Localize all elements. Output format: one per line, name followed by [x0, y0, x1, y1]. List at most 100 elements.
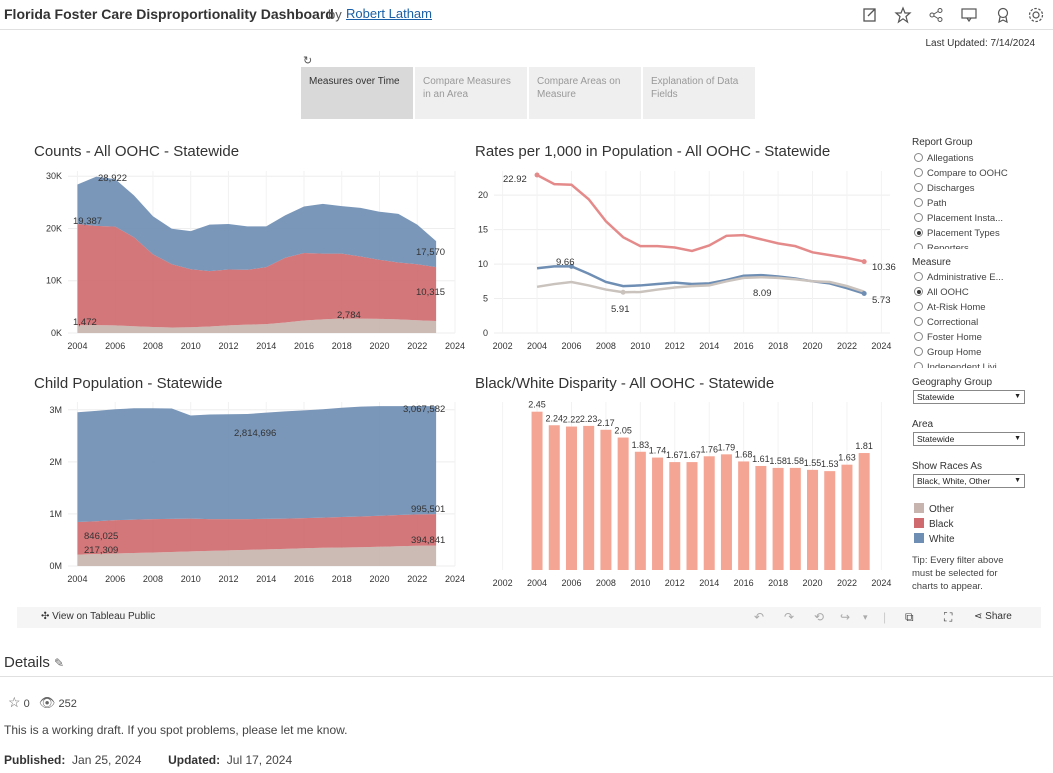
disparity-bar [772, 467, 784, 570]
share-label: Share [985, 611, 1012, 622]
by-label: by [328, 7, 342, 22]
disparity-value-label: 1.67 [683, 450, 701, 460]
show-races-select[interactable]: Black, White, Other ▼ [913, 474, 1025, 488]
report-group-radio-6[interactable]: Reporters [914, 242, 969, 249]
disparity-x-tick: 2016 [734, 578, 754, 588]
view-on-tableau-public-link[interactable]: ✣ View on Tableau Public [41, 611, 155, 622]
measure-radio-2[interactable]: At-Risk Home [914, 301, 986, 314]
report-group-radio-label: Allegations [927, 153, 974, 164]
legend-item-white[interactable]: White [914, 533, 955, 545]
population-area-black [77, 514, 437, 555]
fullscreen-icon[interactable]: ⛶ [944, 610, 953, 624]
report-group-radio-label: Discharges [927, 183, 975, 194]
counts-y-tick: 20K [46, 223, 62, 233]
report-group-radio-4[interactable]: Placement Insta... [914, 212, 1003, 225]
badge-icon[interactable] [994, 6, 1012, 24]
area-label: Area [912, 419, 934, 430]
disparity-x-tick: 2002 [493, 578, 513, 588]
report-group-radio-label: Compare to OOHC [927, 168, 1008, 179]
radio-circle [914, 228, 923, 237]
tab-compare-measures[interactable]: Compare Measures in an Area [415, 67, 527, 119]
updated-label: Updated: [168, 753, 221, 767]
comment-icon[interactable] [960, 6, 978, 24]
updated-date: Jul 17, 2024 [226, 753, 293, 767]
measure-radio-3[interactable]: Correctional [914, 316, 978, 329]
tab-explanation[interactable]: Explanation of Data Fields [643, 67, 755, 119]
share-icon: ⋖ [974, 611, 986, 622]
report-group-radio-label: Placement Insta... [927, 213, 1004, 224]
author-link[interactable]: Robert Latham [346, 6, 432, 21]
report-group-radio-0[interactable]: Allegations [914, 152, 973, 165]
present-icon[interactable]: ⧉ [905, 610, 914, 624]
rates-x-tick: 2016 [734, 341, 754, 351]
disparity-value-label: 2.22 [563, 415, 581, 425]
disparity-bar [807, 469, 819, 570]
tab-compare-areas[interactable]: Compare Areas on Measure [529, 67, 641, 119]
share-button[interactable]: ⋖ Share [974, 611, 1012, 622]
counts-data-label: 10,315 [416, 287, 445, 298]
area-select[interactable]: Statewide ▼ [913, 432, 1025, 446]
refresh-data-icon[interactable]: ↪ [840, 610, 851, 624]
legend-item-other[interactable]: Other [914, 503, 954, 515]
disparity-bar [600, 429, 612, 570]
favorite-star-icon[interactable]: ☆ [8, 694, 21, 710]
share-icon[interactable] [927, 6, 945, 24]
radio-circle [914, 153, 923, 162]
rates-y-tick: 0 [483, 328, 488, 338]
settings-icon[interactable] [1027, 6, 1045, 24]
disparity-value-label: 1.63 [838, 453, 856, 463]
rates-point [861, 259, 867, 265]
chevron-down-icon: ▼ [1014, 477, 1021, 484]
counts-x-tick: 2016 [294, 341, 314, 351]
legend-item-black[interactable]: Black [914, 518, 953, 530]
radio-circle [914, 302, 923, 311]
rates-x-tick: 2020 [803, 341, 823, 351]
report-group-radio-2[interactable]: Discharges [914, 182, 975, 195]
geography-group-label: Geography Group [912, 377, 993, 388]
edit-icon[interactable] [861, 6, 879, 24]
rates-x-tick: 2022 [837, 341, 857, 351]
undo-icon[interactable]: ↶ [754, 610, 765, 624]
rates-line-white [536, 265, 865, 295]
population-x-tick: 2016 [294, 574, 314, 584]
disparity-x-tick: 2024 [871, 578, 891, 588]
disparity-x-tick: 2018 [768, 578, 788, 588]
rates-y-tick: 10 [478, 259, 488, 269]
measure-radio-5[interactable]: Group Home [914, 346, 981, 359]
details-divider [0, 676, 1053, 677]
report-group-radio-5[interactable]: Placement Types [914, 227, 1000, 240]
measure-radio-6[interactable]: Independent Livi... [914, 361, 1005, 368]
counts-x-tick: 2024 [445, 341, 465, 351]
tab-measures-over-time[interactable]: Measures over Time [301, 67, 413, 119]
refresh-icon[interactable]: ↻ [303, 55, 313, 67]
revert-icon[interactable]: ⟲ [814, 610, 825, 624]
counts-y-tick: 30K [46, 171, 62, 181]
rates-point [534, 172, 540, 178]
disparity-bar [858, 453, 870, 570]
rates-data-label: 9.66 [556, 257, 575, 268]
disparity-x-tick: 2012 [665, 578, 685, 588]
disparity-bar [583, 425, 595, 570]
disparity-value-label: 1.67 [666, 450, 684, 460]
star-icon[interactable] [894, 6, 912, 24]
rates-x-tick: 2010 [630, 341, 650, 351]
population-x-tick: 2004 [67, 574, 87, 584]
geography-group-select[interactable]: Statewide ▼ [913, 390, 1025, 404]
measure-radio-label: Independent Livi... [927, 362, 1005, 368]
measure-radio-4[interactable]: Foster Home [914, 331, 982, 344]
disparity-x-tick: 2004 [527, 578, 547, 588]
redo-icon[interactable]: ↷ [784, 610, 795, 624]
disparity-x-tick: 2020 [803, 578, 823, 588]
dropdown-chevron-icon[interactable]: ▾ [863, 612, 868, 622]
radio-circle [914, 198, 923, 207]
measure-radio-1[interactable]: All OOHC [914, 286, 969, 299]
pencil-icon[interactable]: ✎ [54, 656, 65, 670]
disparity-chart-title: Black/White Disparity - All OOHC - State… [475, 375, 775, 392]
report-group-radio-1[interactable]: Compare to OOHC [914, 167, 1008, 180]
counts-area-white [77, 176, 437, 272]
view-count: 252 [58, 698, 77, 710]
measure-radio-0[interactable]: Administrative E... [914, 271, 1004, 284]
counts-x-tick: 2008 [143, 341, 163, 351]
report-group-radio-3[interactable]: Path [914, 197, 947, 210]
population-y-tick: 3M [49, 405, 62, 415]
